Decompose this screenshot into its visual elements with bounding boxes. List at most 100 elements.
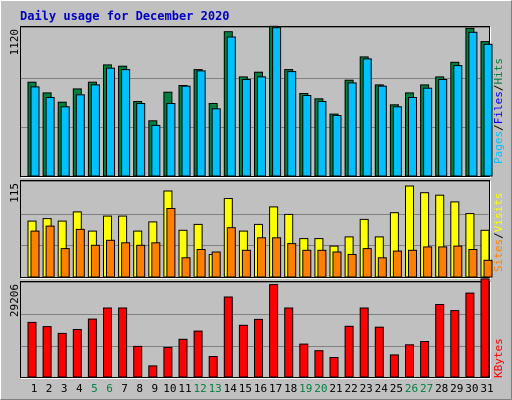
sites-bar-day-18 <box>287 243 297 278</box>
sites-bar-day-22 <box>347 254 357 278</box>
files-bar-day-30 <box>468 31 478 177</box>
kbytes-bar-day-12 <box>193 330 203 378</box>
kbytes-bar-day-30 <box>465 292 475 378</box>
top-ytick-label: 1120 <box>8 29 21 56</box>
x-tick-label-day-4: 4 <box>76 382 83 395</box>
middle-bars <box>27 185 493 278</box>
sites-bar-day-13 <box>211 251 221 278</box>
x-tick-label-day-13: 13 <box>209 382 222 395</box>
files-bar-day-27 <box>423 87 433 177</box>
mid-side-part-1: / <box>492 232 505 239</box>
top-side-part-0: Pages <box>492 131 505 164</box>
files-bar-day-17 <box>272 27 282 177</box>
top-side-part-3: / <box>492 85 505 92</box>
x-tick-label-day-18: 18 <box>284 382 297 395</box>
x-tick-label-day-7: 7 <box>121 382 128 395</box>
bottom-side-label: KBytes <box>492 338 505 378</box>
kbytes-bar-day-31 <box>480 278 490 378</box>
files-bar-day-3 <box>60 106 70 177</box>
files-bar-day-29 <box>453 65 463 177</box>
kbytes-bar-day-20 <box>314 350 324 378</box>
kbytes-bar-day-27 <box>420 341 430 378</box>
x-tick-label-day-16: 16 <box>254 382 267 395</box>
kbytes-bar-day-16 <box>254 318 263 378</box>
files-bar-day-31 <box>483 43 493 177</box>
bottom-ytick-label: 29206 <box>8 284 21 317</box>
sites-bar-day-2 <box>45 225 55 278</box>
kbytes-bar-day-19 <box>299 343 309 378</box>
files-bar-day-25 <box>392 106 402 177</box>
x-tick-label-day-1: 1 <box>31 382 38 395</box>
x-tick-label-day-30: 30 <box>465 382 478 395</box>
x-tick-label-day-28: 28 <box>435 382 448 395</box>
files-bar-day-10 <box>166 103 176 177</box>
files-bar-day-9 <box>151 124 161 177</box>
files-bar-day-18 <box>287 71 297 177</box>
files-bar-day-1 <box>30 86 40 177</box>
x-tick-label-day-26: 26 <box>405 382 418 395</box>
kbytes-bar-day-21 <box>329 357 339 378</box>
files-bar-day-8 <box>136 103 146 177</box>
x-tick-label-day-25: 25 <box>390 382 403 395</box>
kbytes-bar-day-3 <box>57 332 67 378</box>
files-bar-day-5 <box>90 84 100 177</box>
sites-bar-day-19 <box>302 249 312 278</box>
sites-bar-day-16 <box>257 237 266 278</box>
sites-bar-day-15 <box>241 249 251 278</box>
bottom-panel: 29206 KBytes <box>8 278 505 379</box>
kbytes-bar-day-25 <box>389 354 399 378</box>
kbytes-bar-day-9 <box>148 365 158 378</box>
x-tick-label-day-5: 5 <box>91 382 98 395</box>
x-tick-label-day-23: 23 <box>360 382 373 395</box>
files-bar-day-7 <box>121 69 131 177</box>
x-tick-label-day-14: 14 <box>224 382 238 395</box>
kbytes-bar-day-14 <box>223 296 233 378</box>
x-tick-label-day-24: 24 <box>375 382 389 395</box>
sites-bar-day-9 <box>151 242 161 278</box>
x-tick-label-day-8: 8 <box>136 382 143 395</box>
kbytes-bar-day-10 <box>163 346 173 378</box>
sites-bar-day-12 <box>196 249 206 278</box>
kbytes-bar-day-6 <box>103 307 112 378</box>
top-panel: 1120 Pages/Files/Hits <box>8 25 505 178</box>
kbytes-bar-day-2 <box>42 326 52 378</box>
files-bar-day-26 <box>408 97 417 177</box>
chart-title: Daily usage for December 2020 <box>20 9 230 23</box>
x-tick-label-day-3: 3 <box>61 382 68 395</box>
kbytes-bar-day-15 <box>238 324 248 378</box>
x-tick-label-day-6: 6 <box>106 382 113 395</box>
sites-bar-day-21 <box>332 251 342 278</box>
sites-bar-day-10 <box>166 208 176 278</box>
x-tick-label-day-11: 11 <box>178 382 191 395</box>
x-tick-label-day-20: 20 <box>314 382 327 395</box>
x-tick-label-day-12: 12 <box>193 382 206 395</box>
x-tick-label-day-2: 2 <box>46 382 53 395</box>
x-tick-label-day-21: 21 <box>329 382 342 395</box>
kbytes-bar-day-8 <box>133 345 143 378</box>
files-bar-day-2 <box>45 97 55 177</box>
kbytes-bar-day-26 <box>405 344 414 378</box>
sites-bar-day-20 <box>317 249 327 278</box>
sites-bar-day-3 <box>60 248 70 278</box>
files-bar-day-14 <box>226 36 236 177</box>
x-tick-label-day-29: 29 <box>450 382 463 395</box>
kbytes-bar-day-11 <box>178 338 188 378</box>
middle-panel: 115 Sites/Visits <box>8 180 505 279</box>
kbytes-bar-day-13 <box>208 356 218 378</box>
files-bar-day-13 <box>211 108 221 177</box>
sites-bar-day-29 <box>453 245 463 278</box>
files-bar-day-4 <box>75 94 85 177</box>
mid-side-part-2: Visits <box>492 193 505 233</box>
sites-bar-day-25 <box>392 250 402 278</box>
middle-ytick-label: 115 <box>8 183 21 203</box>
files-bar-day-24 <box>377 85 387 177</box>
sites-bar-day-11 <box>181 257 191 278</box>
x-tick-label-day-22: 22 <box>344 382 357 395</box>
sites-bar-day-1 <box>30 230 40 278</box>
sites-bar-day-23 <box>362 248 372 278</box>
sites-bar-day-31 <box>483 259 493 278</box>
files-bar-day-16 <box>257 76 266 177</box>
x-axis-labels: 1 2 3 4 5 6 7 8 9 10 11 12 13 14 15 16 17 18 19 20 21 22 23 24 2… <box>31 382 494 395</box>
x-tick-label-day-31: 31 <box>480 382 493 395</box>
